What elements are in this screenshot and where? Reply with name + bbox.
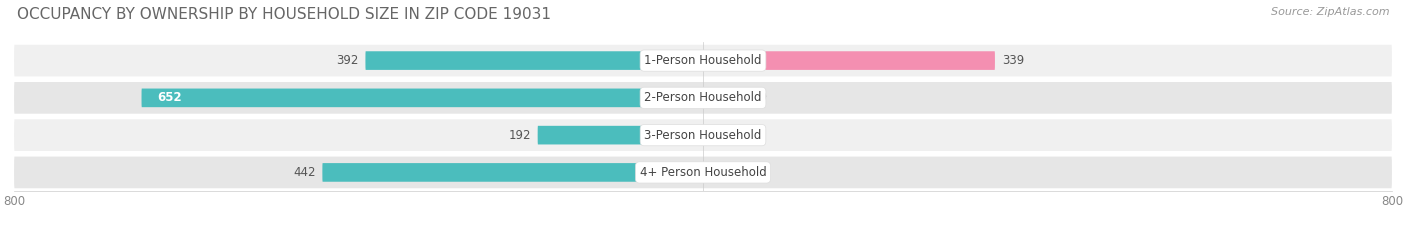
- FancyBboxPatch shape: [322, 163, 703, 182]
- Text: 392: 392: [336, 54, 359, 67]
- Text: 28: 28: [734, 166, 749, 179]
- Text: OCCUPANCY BY OWNERSHIP BY HOUSEHOLD SIZE IN ZIP CODE 19031: OCCUPANCY BY OWNERSHIP BY HOUSEHOLD SIZE…: [17, 7, 551, 22]
- Text: 3-Person Household: 3-Person Household: [644, 129, 762, 142]
- Text: 442: 442: [292, 166, 315, 179]
- FancyBboxPatch shape: [14, 45, 1392, 76]
- Text: 49: 49: [752, 91, 768, 104]
- Text: 652: 652: [157, 91, 181, 104]
- FancyBboxPatch shape: [703, 89, 745, 107]
- Text: 339: 339: [1002, 54, 1024, 67]
- FancyBboxPatch shape: [14, 157, 1392, 188]
- Text: 2-Person Household: 2-Person Household: [644, 91, 762, 104]
- FancyBboxPatch shape: [703, 51, 995, 70]
- FancyBboxPatch shape: [537, 126, 703, 144]
- FancyBboxPatch shape: [366, 51, 703, 70]
- Text: 0: 0: [710, 129, 717, 142]
- Text: 192: 192: [508, 129, 531, 142]
- FancyBboxPatch shape: [703, 163, 727, 182]
- FancyBboxPatch shape: [14, 82, 1392, 114]
- FancyBboxPatch shape: [142, 89, 703, 107]
- Text: 4+ Person Household: 4+ Person Household: [640, 166, 766, 179]
- FancyBboxPatch shape: [14, 119, 1392, 151]
- Text: Source: ZipAtlas.com: Source: ZipAtlas.com: [1271, 7, 1389, 17]
- Text: 1-Person Household: 1-Person Household: [644, 54, 762, 67]
